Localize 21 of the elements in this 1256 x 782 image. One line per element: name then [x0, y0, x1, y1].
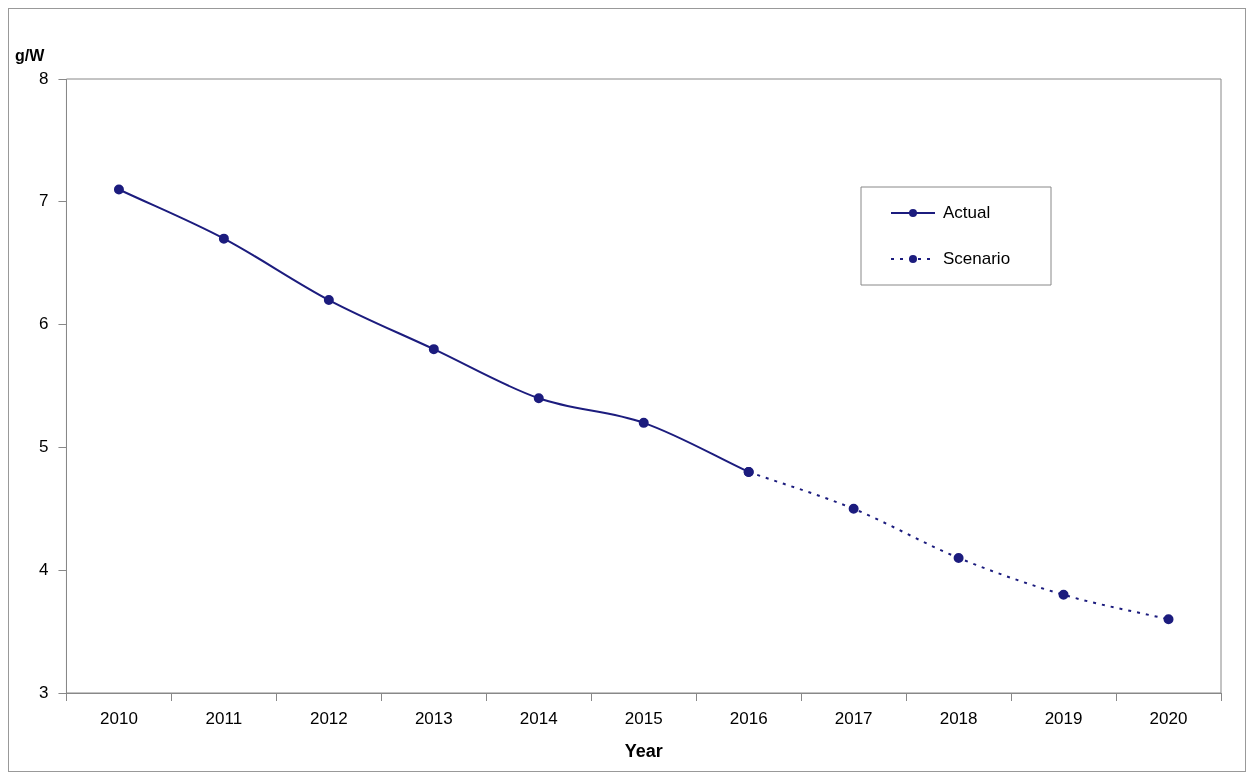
x-tick-label: 2015 — [624, 708, 663, 728]
legend-label: Scenario — [943, 248, 1011, 268]
y-tick-label: 5 — [38, 437, 49, 457]
x-tick-label: 2018 — [939, 708, 978, 728]
y-tick-label: 4 — [38, 559, 49, 579]
x-tick-label: 2013 — [414, 708, 453, 728]
x-tick-label: 2019 — [1044, 708, 1083, 728]
x-axis-title: Year — [624, 741, 663, 762]
x-tick-label: 2014 — [519, 708, 558, 728]
x-tick-label: 2016 — [729, 708, 768, 728]
y-tick-label: 7 — [38, 191, 49, 211]
x-tick-label: 2012 — [309, 708, 348, 728]
y-axis-title: g/W — [15, 47, 46, 65]
legend-label: Actual — [943, 202, 991, 222]
x-tick-label: 2010 — [100, 708, 138, 728]
x-tick-label: 2011 — [205, 708, 243, 728]
y-tick-label: 8 — [38, 68, 49, 88]
x-tick-label: 2020 — [1149, 708, 1188, 728]
y-tick-label: 3 — [38, 682, 49, 702]
x-tick-label: 2017 — [834, 708, 873, 728]
y-tick-label: 6 — [38, 314, 49, 334]
